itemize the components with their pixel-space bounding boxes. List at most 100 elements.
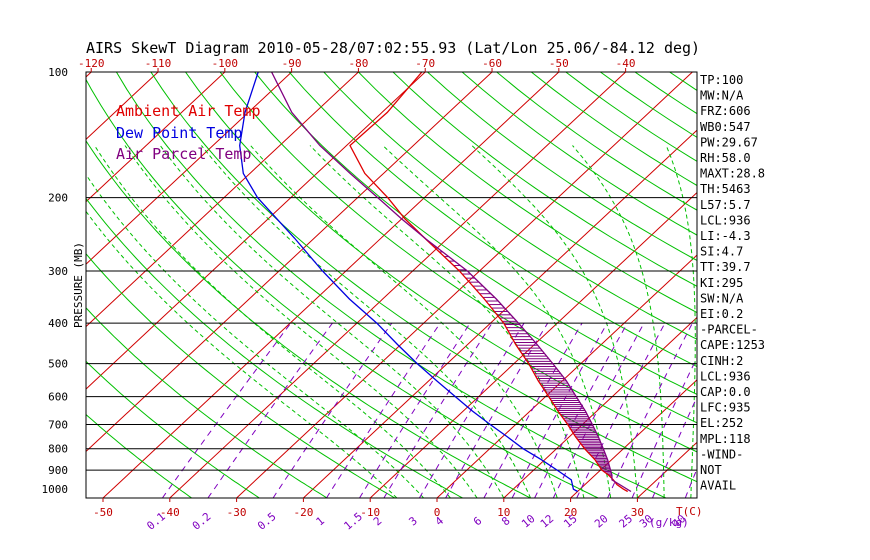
dry-adiabat bbox=[86, 307, 328, 498]
mixing-ratio-label: 10 bbox=[519, 512, 538, 530]
moist-adiabat bbox=[94, 145, 451, 498]
legend-dewpoint: Dew Point Temp bbox=[116, 124, 242, 142]
dry-adiabat bbox=[808, 72, 870, 498]
index-text: TT:39.7 bbox=[700, 260, 751, 274]
mixing-ratio-line bbox=[534, 322, 628, 498]
mixing-ratio-label: 20 bbox=[592, 512, 611, 530]
pressure-tick-label: 400 bbox=[48, 317, 68, 330]
dry-adiabat bbox=[86, 360, 260, 498]
isotherm bbox=[436, 254, 697, 498]
mixing-ratio-label: 6 bbox=[471, 514, 484, 528]
mixing-ratio-unit: (g/kg) bbox=[649, 516, 689, 529]
index-text: CAP:0.0 bbox=[700, 385, 751, 399]
dry-adiabat bbox=[739, 72, 870, 498]
mixing-ratio-line bbox=[161, 322, 292, 498]
isotherm bbox=[771, 72, 870, 498]
mixing-ratio-line bbox=[511, 322, 608, 498]
dry-adiabat bbox=[86, 78, 599, 498]
index-text: L57:5.7 bbox=[700, 198, 751, 212]
pressure-tick-label: 1000 bbox=[42, 483, 69, 496]
mixing-ratio-line bbox=[207, 322, 333, 498]
bottom-temp-tick-label: 0 bbox=[434, 506, 441, 519]
legend-ambient: Ambient Air Temp bbox=[116, 102, 261, 120]
top-temp-tick-label: -60 bbox=[482, 57, 502, 70]
mixing-ratio-line bbox=[445, 322, 549, 498]
dry-adiabat bbox=[496, 72, 697, 211]
mixing-ratio-line bbox=[576, 322, 666, 498]
dry-adiabat bbox=[773, 72, 870, 498]
isotherm bbox=[303, 129, 697, 498]
isotherm bbox=[102, 72, 560, 498]
mixing-ratio-label: 12 bbox=[538, 512, 557, 530]
bottom-temp-tick-label: -50 bbox=[93, 506, 113, 519]
chart-title: AIRS SkewT Diagram 2010-05-28/07:02:55.9… bbox=[86, 39, 700, 57]
pressure-tick-label: 100 bbox=[48, 66, 68, 79]
legend-parcel: Air Parcel Temp bbox=[116, 145, 251, 163]
index-text: TP:100 bbox=[700, 73, 743, 87]
index-text: FRZ:606 bbox=[700, 104, 751, 118]
index-text: SW:N/A bbox=[700, 291, 744, 305]
dry-adiabat bbox=[86, 413, 192, 498]
pressure-tick-label: 900 bbox=[48, 464, 68, 477]
moist-adiabat bbox=[201, 145, 531, 498]
dry-adiabat bbox=[254, 72, 697, 395]
dry-adiabat bbox=[219, 72, 697, 424]
index-text: MW:N/A bbox=[700, 89, 744, 103]
index-text: AVAIL bbox=[700, 479, 736, 493]
dry-adiabat bbox=[86, 197, 463, 498]
top-temp-tick-label: -120 bbox=[78, 57, 105, 70]
x-axis-label: T(C) bbox=[676, 505, 703, 518]
bottom-temp-tick-label: 10 bbox=[497, 506, 510, 519]
dry-adiabat bbox=[86, 139, 531, 498]
index-text: RH:58.0 bbox=[700, 151, 751, 165]
isotherm bbox=[86, 72, 359, 328]
dry-adiabat bbox=[150, 72, 697, 483]
mixing-ratio-label: 2 bbox=[371, 514, 384, 528]
top-temp-tick-label: -110 bbox=[145, 57, 172, 70]
dewpoint-line bbox=[239, 72, 578, 493]
legend: Ambient Air Temp Dew Point Temp Air Parc… bbox=[116, 102, 261, 163]
mixing-ratio-line bbox=[418, 322, 525, 498]
mixing-ratio-line bbox=[483, 322, 583, 498]
isotherm bbox=[503, 316, 697, 498]
index-text: LCL:936 bbox=[700, 213, 751, 227]
dry-adiabat bbox=[427, 72, 697, 262]
moist-adiabat bbox=[309, 145, 585, 498]
mixing-ratio-label: 0.5 bbox=[255, 510, 279, 533]
bottom-temp-tick-label: -40 bbox=[160, 506, 180, 519]
pressure-tick-label: 800 bbox=[48, 443, 68, 456]
isotherm bbox=[169, 72, 626, 498]
top-temp-tick-label: -70 bbox=[415, 57, 435, 70]
mixing-ratio-line bbox=[607, 322, 693, 498]
bottom-temp-tick-label: -10 bbox=[360, 506, 380, 519]
moist-adiabat bbox=[382, 145, 612, 498]
isotherm bbox=[236, 72, 693, 498]
mixing-ratio-line bbox=[552, 322, 645, 498]
bottom-temp-tick-label: 20 bbox=[564, 506, 577, 519]
index-text: -WIND- bbox=[700, 447, 743, 461]
dry-adiabat bbox=[323, 72, 697, 340]
pressure-tick-label: 600 bbox=[48, 391, 68, 404]
y-axis-label: PRESSURE (MB) bbox=[72, 242, 85, 328]
parcel-line bbox=[271, 72, 632, 493]
top-temp-tick-label: -50 bbox=[549, 57, 569, 70]
mixing-ratio-line bbox=[631, 356, 697, 498]
dry-adiabat bbox=[392, 72, 697, 287]
plot-area bbox=[0, 72, 870, 498]
top-temp-tick-label: -100 bbox=[212, 57, 239, 70]
index-text: WB0:547 bbox=[700, 120, 751, 134]
isotherm bbox=[0, 72, 24, 498]
mixing-ratio-line bbox=[359, 322, 471, 498]
mixing-ratio-label: 8 bbox=[499, 514, 512, 528]
mixing-ratio-label: 1 bbox=[314, 514, 327, 528]
isotherm bbox=[570, 379, 697, 498]
index-text: CAPE:1253 bbox=[700, 338, 765, 352]
mixing-ratio-label: 0.2 bbox=[190, 510, 214, 533]
mixing-ratio-line bbox=[272, 322, 393, 498]
dry-adiabat bbox=[358, 72, 697, 314]
plot-frame bbox=[85, 71, 698, 499]
moist-adiabat bbox=[572, 145, 665, 498]
pressure-tick-label: 300 bbox=[48, 265, 68, 278]
isotherm bbox=[86, 72, 426, 390]
